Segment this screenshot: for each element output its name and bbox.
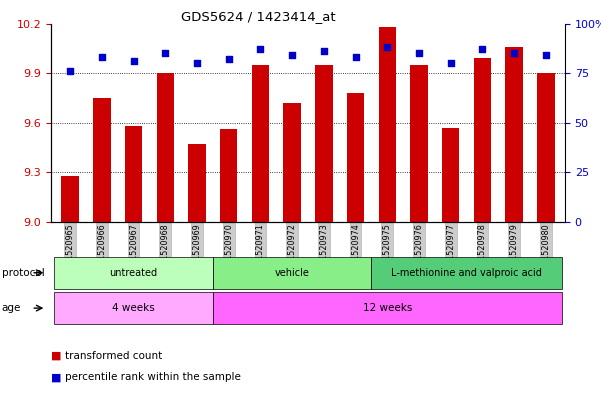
Point (192, 60, 202, 66)
Bar (93, 98, 111, 222)
Text: ■: ■ (51, 372, 61, 382)
Text: protocol: protocol (2, 268, 44, 278)
Text: L-methionine and valproic acid: L-methionine and valproic acid (391, 268, 542, 278)
Text: ■: ■ (51, 351, 61, 361)
Bar (410, 65, 428, 222)
Bar (284, 103, 301, 222)
Bar (220, 129, 237, 222)
Bar (252, 65, 269, 222)
Text: 4 weeks: 4 weeks (112, 303, 155, 313)
Text: GDS5624 / 1423414_at: GDS5624 / 1423414_at (181, 10, 336, 23)
Point (97, 54, 106, 61)
Text: untreated: untreated (109, 268, 157, 278)
Point (160, 50, 170, 57)
Bar (474, 58, 491, 222)
Point (541, 52, 551, 59)
Point (351, 54, 361, 61)
Bar (537, 73, 555, 222)
Bar (505, 47, 523, 222)
Point (478, 46, 487, 53)
Text: 12 weeks: 12 weeks (362, 303, 412, 313)
Bar (315, 65, 332, 222)
Text: vehicle: vehicle (275, 268, 310, 278)
Point (510, 50, 519, 57)
Text: transformed count: transformed count (65, 351, 162, 361)
Point (382, 44, 392, 51)
Bar (61, 176, 79, 222)
Point (287, 52, 297, 59)
Bar (379, 27, 396, 222)
Bar (188, 144, 206, 222)
Bar (442, 128, 460, 222)
Text: percentile rank within the sample: percentile rank within the sample (65, 372, 241, 382)
Text: age: age (2, 303, 21, 313)
Bar (156, 73, 174, 222)
Point (66, 68, 75, 74)
Point (446, 60, 456, 66)
Point (224, 56, 234, 62)
Point (414, 50, 424, 57)
Point (255, 46, 265, 53)
Point (319, 48, 329, 55)
Bar (125, 126, 142, 222)
Point (129, 58, 138, 64)
Bar (347, 93, 364, 222)
